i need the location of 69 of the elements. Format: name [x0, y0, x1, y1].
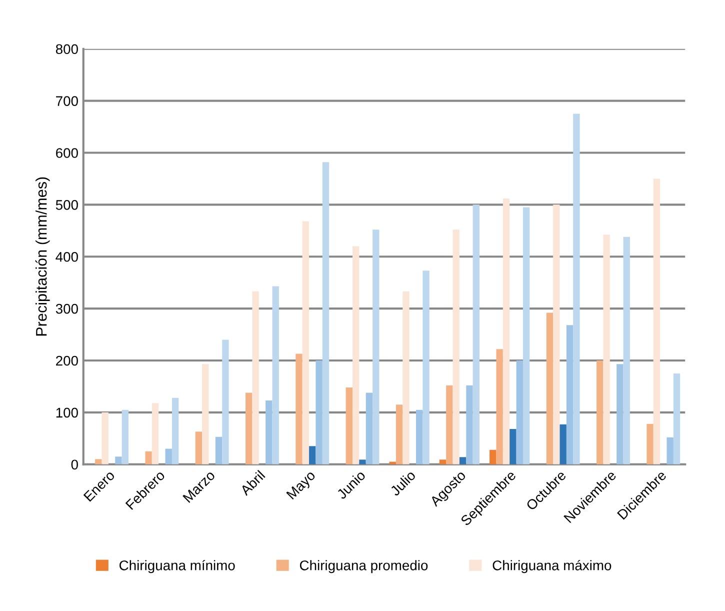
- y-tick-label: 200: [56, 356, 78, 366]
- bar: [152, 403, 159, 464]
- y-tick-label: 600: [56, 148, 78, 158]
- bar: [616, 364, 624, 464]
- bar: [372, 230, 380, 464]
- y-tick-label: 800: [56, 44, 78, 54]
- bar: [95, 459, 102, 464]
- bar: [215, 436, 222, 464]
- bar: [673, 373, 680, 464]
- bar: [402, 291, 410, 464]
- bar: [309, 446, 316, 464]
- bar: [653, 178, 660, 464]
- bar: [172, 398, 179, 464]
- bar: [422, 270, 430, 464]
- bar: [466, 385, 473, 464]
- bar: [272, 286, 279, 464]
- bar: [553, 204, 560, 464]
- bar: [296, 354, 302, 464]
- bar: [522, 207, 530, 464]
- bar: [490, 450, 496, 464]
- bar: [346, 387, 352, 464]
- bar: [502, 198, 510, 464]
- bar: [516, 360, 523, 464]
- bar: [446, 385, 453, 464]
- bar: [252, 291, 259, 464]
- y-tick-label: 400: [56, 252, 78, 262]
- bar: [439, 460, 446, 464]
- bar: [603, 234, 610, 464]
- legend-label: Chiriguana máximo: [492, 560, 612, 574]
- bar: [546, 312, 554, 464]
- bar: [102, 412, 108, 464]
- bar: [416, 410, 423, 464]
- bar: [246, 392, 252, 464]
- bar: [316, 360, 322, 464]
- bar: [122, 410, 129, 464]
- bar: [496, 349, 503, 464]
- legend-label: Chiriguana mínimo: [120, 560, 235, 574]
- bar: [510, 429, 516, 464]
- bar: [359, 460, 366, 464]
- bar: [352, 246, 360, 464]
- bar: [222, 340, 229, 464]
- bar: [566, 325, 574, 464]
- bar: [165, 448, 172, 464]
- bar: [560, 424, 566, 464]
- bar: [266, 400, 272, 464]
- y-tick-label: 500: [56, 200, 78, 210]
- y-tick-label: 700: [56, 96, 78, 106]
- bar: [302, 221, 310, 464]
- bar: [195, 432, 202, 464]
- x-tick-label: Julio: [389, 470, 416, 496]
- bar: [623, 236, 630, 464]
- legend-label: Chiriguana promedio: [300, 560, 428, 574]
- y-axis-title: Precipitación (mm/mes): [35, 177, 50, 336]
- bar: [666, 437, 674, 464]
- bar: [115, 456, 122, 464]
- bar: [459, 457, 466, 464]
- bar: [396, 404, 403, 464]
- bar: [596, 360, 604, 464]
- bar: [573, 114, 580, 464]
- bar: [202, 364, 209, 464]
- bar: [452, 230, 460, 464]
- bar: [322, 162, 330, 464]
- y-tick-label: 100: [56, 408, 78, 418]
- bar: [646, 424, 654, 464]
- bar: [366, 392, 373, 464]
- bar: [145, 451, 152, 464]
- bar: [472, 204, 480, 464]
- y-tick-label: 0: [71, 460, 78, 470]
- y-tick-label: 300: [56, 304, 78, 314]
